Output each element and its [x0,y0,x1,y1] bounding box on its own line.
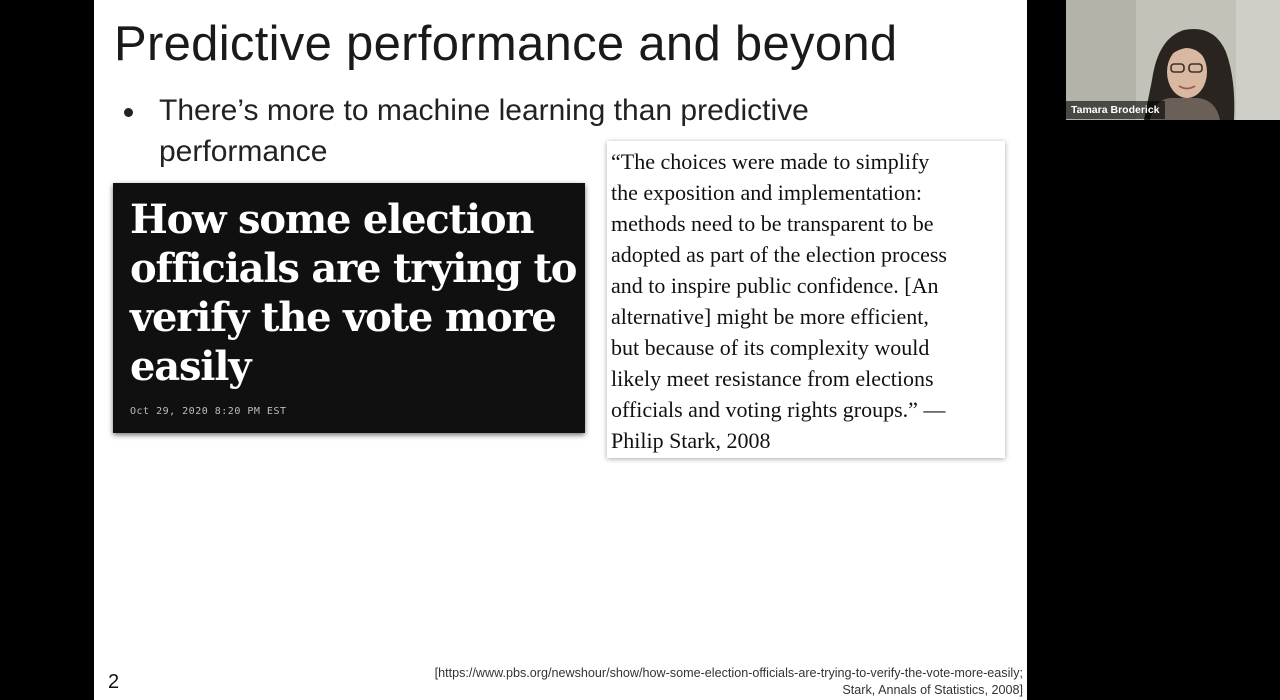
presentation-slide: Predictive performance and beyond There’… [94,0,1027,700]
slide-page-number: 2 [108,671,120,693]
screen-left-margin [0,0,94,700]
slide-title: Predictive performance and beyond [114,17,898,71]
bullet-text: There’s more to machine learning than pr… [159,94,809,168]
quote-text: “The choices were made to simplify the e… [611,149,947,453]
news-headline-image: How some election officials are trying t… [113,183,585,433]
citation-line-reference: Stark, Annals of Statistics, 2008] [842,683,1023,697]
news-headline: How some election officials are trying t… [130,196,577,390]
citation: [https://www.pbs.org/newshour/show/how-s… [373,665,1023,699]
bullet-dot-icon [124,108,133,117]
news-date: Oct 29, 2020 8:20 PM EST [130,406,287,417]
participant-video-feed [1066,0,1280,120]
quote-box: “The choices were made to simplify the e… [607,141,1005,458]
participant-name-label: Tamara Broderick [1066,101,1165,119]
citation-line-url: [https://www.pbs.org/newshour/show/how-s… [434,666,1023,680]
participant-video-tile[interactable]: Tamara Broderick [1066,0,1280,120]
